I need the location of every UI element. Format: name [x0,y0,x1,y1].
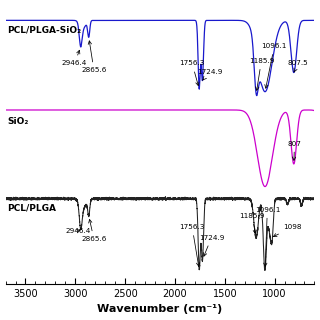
Text: 2865.6: 2865.6 [81,220,107,242]
Text: 1098: 1098 [273,224,302,236]
Text: 807.5: 807.5 [288,60,308,72]
Text: 1185.9: 1185.9 [239,213,265,234]
Text: 1096.1: 1096.1 [255,207,280,267]
Text: 1096.1: 1096.1 [262,43,287,88]
Text: 2946.4: 2946.4 [66,228,91,234]
Text: SiO₂: SiO₂ [8,117,29,126]
Text: 1756.3: 1756.3 [180,224,205,266]
Text: PCL/PLGA-SiO₂: PCL/PLGA-SiO₂ [8,26,82,35]
Text: 1724.9: 1724.9 [199,235,224,256]
Text: 1724.9: 1724.9 [197,69,222,80]
Text: 807: 807 [288,140,301,160]
Text: 1756.3: 1756.3 [180,60,205,85]
Text: 1185.9: 1185.9 [249,58,274,90]
Text: 2865.6: 2865.6 [81,41,107,73]
X-axis label: Wavenumber (cm⁻¹): Wavenumber (cm⁻¹) [97,304,223,315]
Text: PCL/PLGA: PCL/PLGA [8,204,57,213]
Text: 2946.4: 2946.4 [62,50,87,67]
